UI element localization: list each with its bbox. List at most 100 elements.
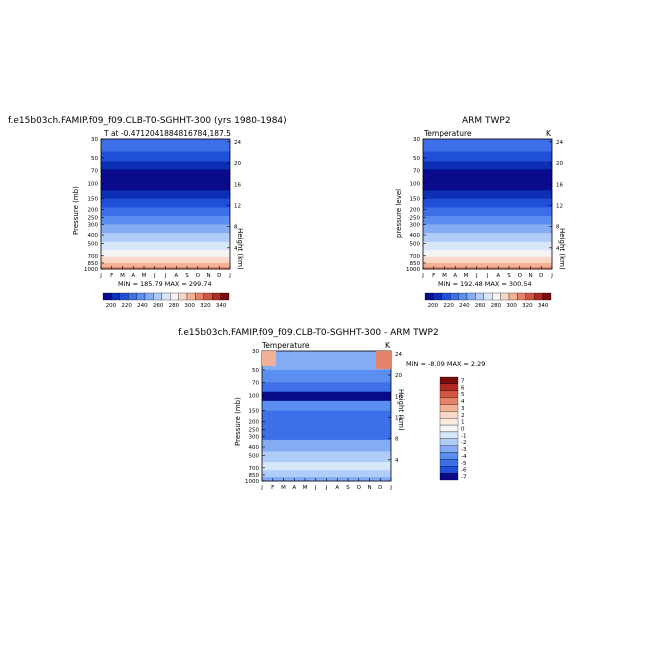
panel2-yrtick-label: 8 — [556, 225, 560, 231]
panel1-band — [101, 250, 230, 258]
panel2-yrtick-label: 20 — [556, 161, 563, 167]
panel1-ytick-label: 100 — [88, 182, 99, 188]
panel3-ytick-label: 500 — [249, 453, 260, 459]
colorbar3-label: -5 — [461, 461, 467, 467]
colorbar3-swatch — [439, 445, 459, 453]
panel1-band — [101, 262, 230, 268]
panel1-band — [101, 216, 230, 225]
panel1-band — [101, 190, 230, 200]
panel3-xtick-label: J — [260, 485, 263, 491]
panel2-band — [423, 139, 552, 152]
panel3-title: f.e15b03ch.FAMIP.f09_f09.CLB-T0-SGHHT-30… — [178, 328, 439, 338]
panel2-yrtick-label: 12 — [556, 203, 563, 209]
colorbar3-label: 7 — [461, 378, 465, 384]
panel3-ytick-label: 400 — [249, 445, 260, 451]
panel3-ytick-label: 300 — [249, 434, 260, 440]
panel3-ytick-label: 70 — [252, 380, 259, 386]
colorbar3-label: -4 — [461, 454, 467, 460]
panel1-yrtick-label: 4 — [234, 246, 238, 252]
panel2-xtick-label: M — [442, 273, 447, 279]
panel2-ytick-label: 300 — [410, 222, 421, 228]
colorbar3-label: -1 — [461, 433, 466, 439]
panel1-xtick-label: J — [164, 273, 167, 279]
panel1-band — [101, 139, 230, 152]
panel1-yrtick-label: 24 — [234, 140, 241, 146]
panel2-subtitle-left: Temperature — [424, 129, 472, 138]
panel2-xtick-label: J — [486, 273, 489, 279]
colorbar2-swatch — [492, 292, 501, 301]
panel1-band — [101, 233, 230, 243]
panel1-band — [101, 198, 230, 208]
panel1-yrtick-label: 16 — [234, 182, 241, 188]
colorbar1-swatch — [102, 292, 112, 301]
panel3-band — [262, 410, 391, 441]
colorbar1-swatch — [186, 292, 196, 301]
panel3-ytick-label: 50 — [252, 368, 259, 374]
panel1-subtitle: T at -0.4712041884816784,187.5 — [104, 129, 231, 138]
colorbar3-swatch — [439, 438, 459, 446]
panel1-ytick-label: 850 — [88, 261, 99, 267]
panel3-band — [262, 351, 391, 371]
panel3-band — [262, 462, 391, 471]
panel3-xtick-label: M — [303, 485, 308, 491]
panel3-xtick-label: A — [335, 485, 339, 491]
panel2-ytick-label: 1000 — [406, 267, 420, 273]
panel1-xtick-label: M — [142, 273, 147, 279]
panel3-subtitle-right: K — [385, 341, 390, 350]
panel1-xtick-label: D — [217, 273, 221, 279]
colorbar2-swatch — [508, 292, 518, 301]
colorbar1-swatch — [136, 292, 146, 301]
panel3-ytick-label: 200 — [249, 419, 260, 425]
colorbar3-swatch — [439, 383, 459, 391]
panel2-xtick-label: A — [496, 273, 500, 279]
panel3-band — [262, 382, 391, 393]
panel1-ytick-label: 50 — [91, 156, 98, 162]
panel2-xtick-label: A — [453, 273, 457, 279]
panel3-ytick-label: 700 — [249, 466, 260, 472]
panel2-ytick-label: 100 — [410, 182, 421, 188]
colorbar2-label: 240 — [459, 303, 470, 309]
colorbar1-label: 220 — [121, 303, 132, 309]
panel2-ytick-label: 700 — [410, 254, 421, 260]
panel3-ytick-label: 1000 — [245, 479, 259, 485]
colorbar1-swatch — [195, 292, 204, 301]
colorbar2-label: 320 — [522, 303, 533, 309]
panel3-xtick-label: O — [357, 485, 362, 491]
panel1-ytick-label: 500 — [88, 241, 99, 247]
colorbar1-swatch — [111, 292, 120, 301]
panel2-band — [423, 262, 552, 268]
panel2-band — [423, 151, 552, 162]
panel3-minmax: MIN = -8.09 MAX = 2.29 — [406, 360, 486, 368]
panel1-minmax: MIN = 185.79 MAX = 299.74 — [118, 280, 212, 288]
colorbar2-label: 280 — [491, 303, 502, 309]
panel1-xtick-label: F — [110, 273, 113, 279]
colorbar2-swatch — [441, 292, 451, 301]
panel3-ytick-label: 100 — [249, 394, 260, 400]
colorbar3-swatch — [439, 424, 459, 433]
panel3-xtick-label: S — [346, 485, 350, 491]
colorbar2-swatch — [433, 292, 442, 301]
colorbar3-label: 3 — [461, 406, 465, 412]
panel3-yrtick-label: 12 — [395, 415, 402, 421]
panel3-band — [262, 451, 391, 463]
panel1-ytick-label: 1000 — [84, 267, 98, 273]
colorbar3-label: -3 — [461, 447, 467, 453]
panel2-band — [423, 256, 552, 264]
colorbar3-swatch — [439, 390, 459, 398]
panel3-band — [262, 400, 391, 412]
panel2-title: ARM TWP2 — [462, 116, 511, 126]
colorbar1-label: 280 — [169, 303, 180, 309]
colorbar2-swatch — [475, 292, 484, 301]
colorbar1-swatch — [161, 292, 171, 301]
panel2-ytick-label: 850 — [410, 261, 421, 267]
panel1-band — [101, 207, 230, 217]
colorbar2-swatch — [542, 292, 552, 301]
colorbar3-label: -6 — [461, 468, 467, 474]
panel3-band — [262, 391, 391, 402]
panel1-yrtick-label: 20 — [234, 161, 241, 167]
colorbar1-swatch — [153, 292, 162, 301]
panel2-ytick-label: 500 — [410, 241, 421, 247]
panel3-yrtick-label: 20 — [395, 373, 402, 379]
panel3-xtick-label: J — [325, 485, 328, 491]
panel3-ytick-label: 150 — [249, 409, 260, 415]
